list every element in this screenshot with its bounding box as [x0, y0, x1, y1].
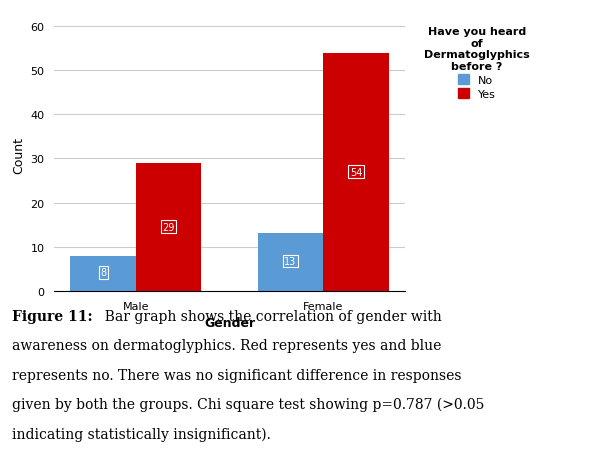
- Bar: [323, 53, 389, 291]
- X-axis label: Gender: Gender: [204, 316, 255, 329]
- Bar: [258, 234, 323, 291]
- Text: Figure 11:: Figure 11:: [12, 309, 92, 324]
- Text: indicating statistically insignificant).: indicating statistically insignificant).: [12, 426, 271, 441]
- Text: given by both the groups. Chi square test showing p=0.787 (>0.05: given by both the groups. Chi square tes…: [12, 397, 484, 412]
- Text: represents no. There was no significant difference in responses: represents no. There was no significant …: [12, 368, 461, 382]
- Y-axis label: Count: Count: [12, 136, 25, 173]
- Text: 29: 29: [162, 222, 175, 233]
- Text: awareness on dermatoglyphics. Red represents yes and blue: awareness on dermatoglyphics. Red repres…: [12, 339, 442, 353]
- Legend: No, Yes: No, Yes: [421, 24, 533, 103]
- Bar: [70, 256, 136, 291]
- Text: 13: 13: [284, 257, 297, 267]
- Text: Bar graph shows the correlation of gender with: Bar graph shows the correlation of gende…: [96, 309, 442, 324]
- Text: 8: 8: [100, 268, 106, 278]
- Bar: [136, 163, 201, 291]
- Text: 54: 54: [350, 167, 362, 177]
